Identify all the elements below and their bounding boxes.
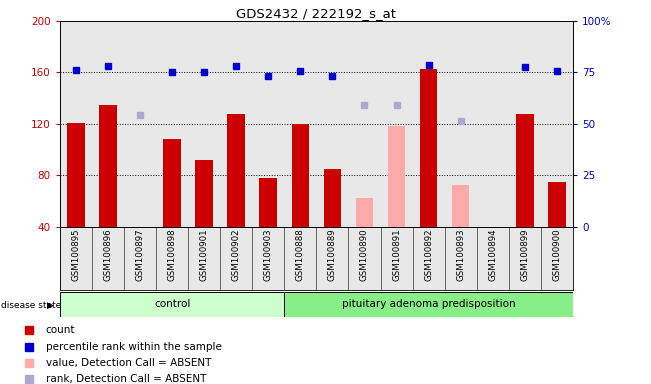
Bar <box>388 126 406 227</box>
Text: GSM100900: GSM100900 <box>552 228 561 281</box>
Title: GDS2432 / 222192_s_at: GDS2432 / 222192_s_at <box>236 7 396 20</box>
Bar <box>99 104 117 227</box>
Bar <box>163 139 181 227</box>
Text: GSM100898: GSM100898 <box>167 228 176 281</box>
FancyBboxPatch shape <box>60 292 284 317</box>
Text: GSM100901: GSM100901 <box>200 228 209 281</box>
Text: GSM100903: GSM100903 <box>264 228 273 281</box>
Bar <box>195 160 213 227</box>
Text: rank, Detection Call = ABSENT: rank, Detection Call = ABSENT <box>46 374 206 384</box>
Bar <box>227 114 245 227</box>
Bar <box>420 69 437 227</box>
Text: control: control <box>154 299 190 310</box>
Text: value, Detection Call = ABSENT: value, Detection Call = ABSENT <box>46 358 211 368</box>
FancyBboxPatch shape <box>284 292 573 317</box>
Bar <box>292 124 309 227</box>
Text: GSM100893: GSM100893 <box>456 228 465 281</box>
Text: disease state: disease state <box>1 301 61 310</box>
Text: GSM100902: GSM100902 <box>232 228 241 281</box>
Text: GSM100892: GSM100892 <box>424 228 433 281</box>
Text: count: count <box>46 324 75 334</box>
Text: GSM100890: GSM100890 <box>360 228 369 281</box>
Text: GSM100888: GSM100888 <box>296 228 305 281</box>
Text: GSM100897: GSM100897 <box>135 228 145 281</box>
Bar <box>516 114 534 227</box>
Text: GSM100896: GSM100896 <box>104 228 113 281</box>
Bar <box>324 169 341 227</box>
Text: GSM100894: GSM100894 <box>488 228 497 281</box>
Text: percentile rank within the sample: percentile rank within the sample <box>46 342 221 352</box>
Text: GSM100891: GSM100891 <box>392 228 401 281</box>
Bar <box>355 198 373 227</box>
Text: GSM100895: GSM100895 <box>72 228 81 281</box>
Bar <box>452 185 469 227</box>
Text: GSM100899: GSM100899 <box>520 228 529 281</box>
Text: pituitary adenoma predisposition: pituitary adenoma predisposition <box>342 299 516 310</box>
Bar <box>548 182 566 227</box>
Text: GSM100889: GSM100889 <box>328 228 337 281</box>
Text: ▶: ▶ <box>46 301 53 310</box>
Bar <box>67 122 85 227</box>
Bar <box>484 227 501 233</box>
Bar <box>260 178 277 227</box>
